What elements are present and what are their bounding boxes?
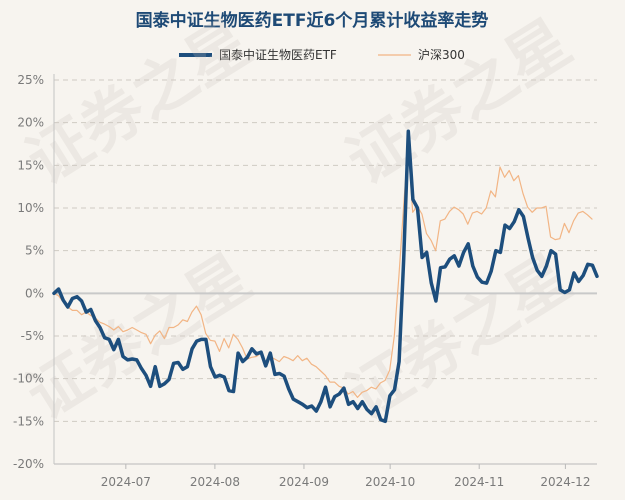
- y-tick-label: -5%: [21, 329, 44, 343]
- series-line-etf: [52, 129, 599, 424]
- x-tick-label: 2024-07: [101, 475, 151, 489]
- y-tick-label: 0%: [25, 286, 44, 300]
- y-tick-label: 5%: [25, 244, 44, 258]
- series-line-hs300: [53, 143, 593, 398]
- legend-label-hs300: 沪深300: [418, 48, 465, 62]
- x-tick-label: 2024-12: [540, 475, 590, 489]
- series-lines: [52, 129, 599, 424]
- y-tick-label: 15%: [17, 158, 44, 172]
- x-axis: 2024-07 2024-08 2024-09 2024-10 2024-11 2024-…: [53, 74, 597, 489]
- x-tick-label: 2024-08: [190, 475, 240, 489]
- y-axis-tick-labels: 25% 20% 15% 10% 5% 0% -5% -10% -15% -20%: [13, 73, 44, 471]
- watermark-0: 证券之星: [14, 5, 263, 198]
- y-tick-label: 20%: [17, 116, 44, 130]
- y-tick-label: -20%: [13, 457, 44, 471]
- legend: 国泰中证生物医药ETF 沪深300: [179, 47, 465, 62]
- y-tick-label: -10%: [13, 372, 44, 386]
- y-tick-label: -15%: [13, 414, 44, 428]
- watermark-2: 证券之星: [14, 240, 263, 433]
- chart-title: 国泰中证生物医药ETF近6个月累计收益率走势: [136, 10, 489, 31]
- y-tick-label: 10%: [17, 201, 44, 215]
- x-tick-label: 2024-11: [454, 475, 504, 489]
- grid-lines: [54, 79, 597, 422]
- watermark-1: 证券之星: [334, 5, 583, 198]
- legend-label-etf: 国泰中证生物医药ETF: [219, 47, 337, 62]
- x-tick-label: 2024-10: [365, 475, 415, 489]
- x-tick-label: 2024-09: [279, 475, 329, 489]
- y-tick-label: 25%: [17, 73, 44, 87]
